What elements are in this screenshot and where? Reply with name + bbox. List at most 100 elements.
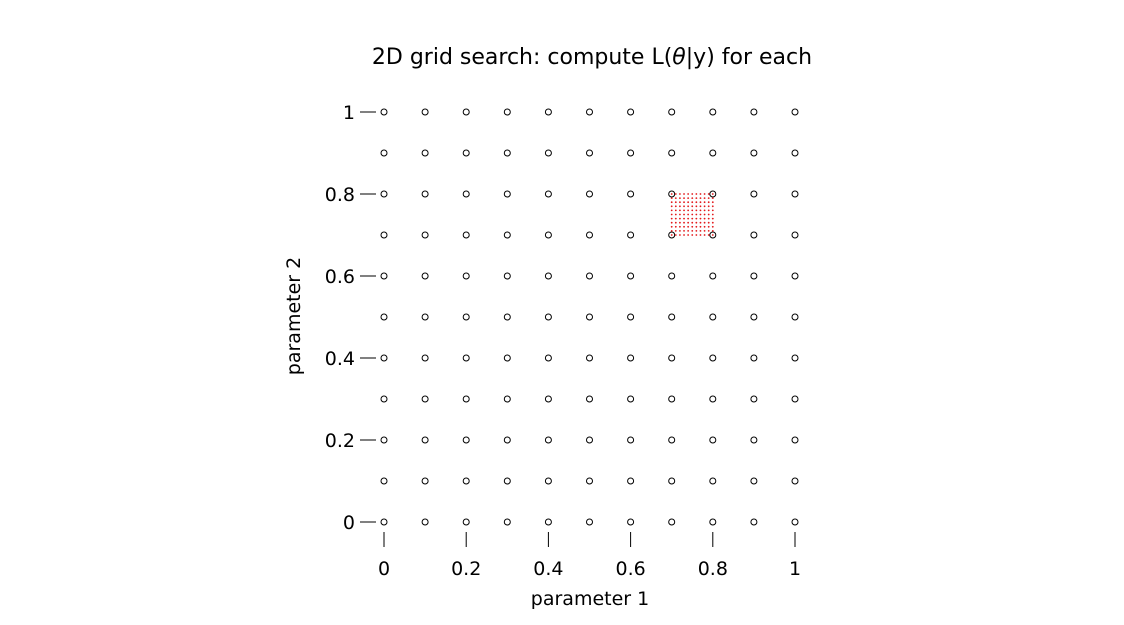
x-tick-label: 1 bbox=[789, 558, 801, 580]
fine-grid-point bbox=[707, 209, 710, 212]
fine-grid-point bbox=[711, 225, 714, 228]
y-tick-label: 1 bbox=[343, 102, 355, 124]
chart-title: 2D grid search: compute L(θ|y) for each bbox=[372, 45, 812, 70]
x-tick-label: 0 bbox=[378, 558, 390, 580]
fine-grid-point bbox=[703, 209, 706, 212]
title-prefix: 2D grid search: compute L( bbox=[372, 45, 672, 70]
grid-point bbox=[750, 190, 758, 198]
fine-grid-point bbox=[695, 193, 698, 195]
fine-grid-point bbox=[695, 197, 698, 200]
grid-point bbox=[791, 272, 799, 280]
grid-point bbox=[750, 108, 758, 116]
grid-point bbox=[791, 354, 799, 362]
grid-point bbox=[791, 313, 799, 321]
fine-grid-point bbox=[679, 213, 681, 216]
fine-grid-point bbox=[695, 217, 698, 220]
fine-grid-point bbox=[695, 234, 698, 236]
grid-point bbox=[750, 477, 758, 485]
grid-point bbox=[503, 436, 511, 444]
grid-point bbox=[709, 436, 717, 444]
fine-grid-point bbox=[674, 197, 677, 200]
fine-grid-point bbox=[691, 193, 694, 195]
fine-grid-point bbox=[683, 230, 685, 232]
fine-grid-point bbox=[670, 230, 673, 232]
fine-grid-point bbox=[711, 205, 714, 208]
fine-grid-point bbox=[674, 217, 677, 220]
fine-grid-point bbox=[691, 225, 694, 228]
grid-point bbox=[544, 190, 552, 198]
grid-point bbox=[544, 272, 552, 280]
x-tick-label: 0.6 bbox=[615, 558, 645, 580]
fine-grid-point bbox=[679, 201, 681, 204]
fine-grid-point bbox=[703, 221, 706, 224]
fine-grid-point bbox=[674, 221, 677, 224]
fine-grid-point bbox=[670, 217, 673, 220]
grid-point bbox=[462, 149, 470, 157]
grid-point bbox=[709, 518, 717, 526]
grid-point bbox=[503, 477, 511, 485]
grid-point bbox=[421, 354, 429, 362]
fine-grid-point bbox=[674, 234, 677, 236]
grid-point bbox=[462, 395, 470, 403]
grid-point bbox=[586, 436, 593, 444]
fine-grid-point bbox=[695, 201, 698, 204]
fine-grid-point bbox=[703, 205, 706, 208]
grid-point bbox=[668, 190, 676, 198]
fine-grid-point bbox=[703, 201, 706, 204]
x-tick-label: 0.4 bbox=[533, 558, 563, 580]
fine-grid-point bbox=[711, 201, 714, 204]
fine-grid-point bbox=[687, 213, 690, 216]
grid-point bbox=[586, 518, 593, 526]
grid-point bbox=[750, 231, 758, 239]
grid-point bbox=[503, 272, 511, 280]
fine-grid-point bbox=[699, 201, 702, 204]
grid-point bbox=[421, 149, 429, 157]
fine-grid-point bbox=[691, 221, 694, 224]
fine-grid-point bbox=[674, 193, 677, 195]
grid-point bbox=[380, 354, 388, 362]
grid-point bbox=[421, 518, 429, 526]
fine-grid-point bbox=[687, 205, 690, 208]
grid-point bbox=[750, 436, 758, 444]
fine-grid-point bbox=[687, 209, 690, 212]
grid-point bbox=[627, 518, 635, 526]
fine-grid-points bbox=[670, 193, 714, 236]
fine-grid-point bbox=[670, 201, 673, 204]
grid-point bbox=[627, 354, 635, 362]
x-tick-label: 0.8 bbox=[698, 558, 728, 580]
grid-point bbox=[380, 272, 388, 280]
fine-grid-point bbox=[711, 230, 714, 232]
fine-grid-point bbox=[699, 205, 702, 208]
grid-point bbox=[544, 436, 552, 444]
fine-grid-point bbox=[683, 225, 685, 228]
grid-point bbox=[462, 436, 470, 444]
fine-grid-point bbox=[679, 205, 681, 208]
fine-grid-point bbox=[679, 209, 681, 212]
grid-point bbox=[668, 231, 676, 239]
grid-point bbox=[503, 231, 511, 239]
fine-grid-point bbox=[695, 213, 698, 216]
fine-grid-point bbox=[674, 230, 677, 232]
fine-grid-point bbox=[670, 209, 673, 212]
fine-grid-point bbox=[711, 197, 714, 200]
fine-grid-point bbox=[683, 205, 685, 208]
grid-point bbox=[668, 108, 676, 116]
fine-grid-point bbox=[711, 209, 714, 212]
x-tick-label: 0.2 bbox=[451, 558, 481, 580]
fine-grid-point bbox=[703, 193, 706, 195]
fine-grid-point bbox=[711, 221, 714, 224]
grid-point bbox=[709, 313, 717, 321]
title-suffix: |y) for each bbox=[686, 45, 812, 70]
fine-grid-point bbox=[707, 217, 710, 220]
grid-point bbox=[627, 313, 635, 321]
fine-grid-point bbox=[707, 234, 710, 236]
fine-grid-point bbox=[683, 217, 685, 220]
grid-point bbox=[791, 108, 799, 116]
fine-grid-point bbox=[711, 234, 714, 236]
fine-grid-point bbox=[703, 213, 706, 216]
grid-point bbox=[544, 395, 552, 403]
fine-grid-point bbox=[695, 205, 698, 208]
grid-point bbox=[544, 231, 552, 239]
fine-grid-point bbox=[674, 201, 677, 204]
fine-grid-point bbox=[687, 225, 690, 228]
